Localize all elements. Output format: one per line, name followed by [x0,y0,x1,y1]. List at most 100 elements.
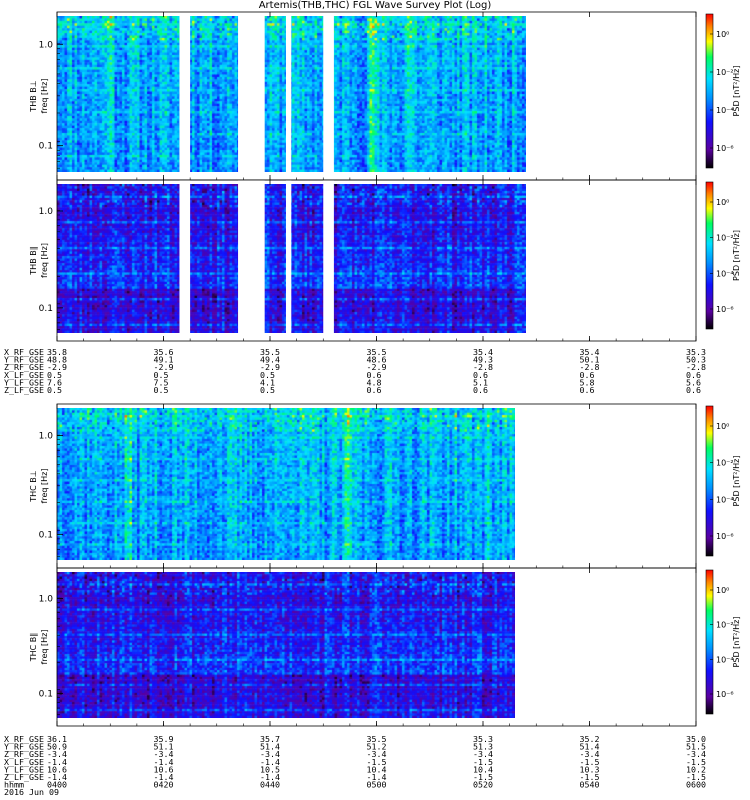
colorbar [705,569,714,715]
y-tick-label: 0.1 [39,689,53,699]
ephem-value: 0.6 [367,385,382,395]
y-axis-label: freq [Hz] [40,630,49,665]
panel-label: THB B⊥ [29,80,38,112]
colorbar-tick-label: 10⁻² [716,459,734,468]
ephem-value: 0.5 [47,385,62,395]
ephem-value: 10.6 [154,764,174,774]
ephem-value: 10.4 [473,764,493,774]
ephem-value: 0.6 [473,370,488,380]
y-tick-label: 0.1 [39,142,53,152]
ephem-value: 35.3 [686,347,706,357]
ephem-value: 0400 [47,780,67,790]
ephem-value: 0420 [154,780,174,790]
ephem-value: 35.4 [580,347,600,357]
colorbar-tick-label: 10⁻² [716,621,734,630]
ephem-value: 0440 [260,780,280,790]
spectrogram-panel-thb_perp: 1.0 0.1 THB B⊥ freq [Hz] 10⁰ 10⁻² 10⁻⁴ 10⁻⁶ PSD … [29,11,741,181]
ephem-value: 4.8 [367,377,382,387]
spectrogram-panel-thc_perp: 1.0 0.1 THC B⊥ freq [Hz] 10⁰ 10⁻² 10⁻⁴ 10⁻⁶ PSD … [29,403,741,569]
colorbar-label: PSD [nT²/Hz] [732,617,741,668]
figure-title: Artemis(THB,THC) FGL Wave Survey Plot (L… [258,0,492,11]
ephem-value: -1.5 [686,757,706,767]
colorbar-tick-label: 10⁰ [716,30,729,39]
data-gap [179,12,191,180]
ephem-value: -3.4 [473,749,493,759]
colorbar-tick-label: 10⁻² [716,68,734,77]
spectrogram-panel-thb_para: 1.0 0.1 THB B∥ freq [Hz] 10⁰ 10⁻² 10⁻⁴ 10⁻⁶ PSD … [29,179,741,342]
ephem-value: 51.5 [686,742,706,752]
ephem-value: 5.8 [580,377,595,387]
ephem-value: 0.5 [47,370,62,380]
colorbar-label: PSD [nT²/Hz] [732,66,741,117]
ephem-value: 0.5 [260,385,275,395]
heatmap-cells [57,408,515,560]
ephem-value: 5.1 [473,377,488,387]
colorbar-tick-label: 10⁻⁶ [716,690,734,699]
y-tick-label: 1.0 [39,207,54,217]
ephem-value: 49.1 [154,355,174,365]
ephem-value: 51.3 [473,742,493,752]
y-axis-label: freq [Hz] [40,79,49,114]
colorbar-tick-label: 10⁻⁶ [716,305,734,314]
ephem-value: -1.4 [47,757,67,767]
data-gap [285,180,292,341]
ephem-value: 10.4 [367,764,387,774]
ephem-value: 48.6 [367,355,387,365]
ephem-value: -2.9 [367,362,387,372]
colorbar-tick-label: 10⁻⁴ [716,269,734,278]
ephem-value: 0.6 [367,370,382,380]
ephemeris-thc: X_RF_GSEY_RF_GSEZ_RF_GSEX_LF_GSEY_LF_GSE… [4,734,706,797]
ephem-value: 51.2 [367,742,387,752]
ephem-value: -1.5 [473,772,493,782]
colorbar-tick-label: 10⁻⁶ [716,532,734,541]
ephem-value: -3.4 [367,749,387,759]
data-gap [323,180,334,341]
colorbar [705,181,714,330]
colorbar-tick-label: 10⁰ [716,422,729,431]
ephem-value: 0.5 [260,370,275,380]
y-tick-label: 0.1 [39,530,53,540]
ephem-value: -1.4 [260,772,280,782]
ephem-value: 0.6 [686,370,701,380]
colorbar [705,13,714,169]
y-tick-label: 1.0 [39,594,54,604]
ephem-value: -3.4 [580,749,600,759]
ephem-value: 35.9 [154,734,174,744]
ephem-value: -1.4 [260,757,280,767]
data-gap [238,12,265,180]
colorbar-tick-label: 10⁻⁴ [716,495,734,504]
ephem-row-label: Y_RF_GSE [4,355,44,365]
ephem-row-label: Y_LF_GSE [4,377,44,387]
ephem-value: -2.9 [154,362,174,372]
colorbar-tick-label: 10⁰ [716,586,729,595]
ephem-value: 35.0 [686,734,706,744]
colorbar-tick-label: 10⁻⁴ [716,655,734,664]
ephem-value: 10.3 [580,764,600,774]
ephem-value: 0540 [580,780,600,790]
ephem-row-label: 2016 Jun 09 [4,787,59,797]
ephem-value: 35.4 [473,347,493,357]
ephem-value: 51.4 [580,742,600,752]
panel-label: THB B∥ [29,246,38,275]
ephem-row-label: X_LF_GSE [4,757,44,767]
ephem-value: -3.4 [47,749,67,759]
ephem-value: 35.6 [154,347,174,357]
ephem-value: -2.8 [580,362,600,372]
y-tick-label: 0.1 [39,304,53,314]
ephem-value: -1.5 [580,757,600,767]
heatmap-cells [57,184,526,333]
colorbar-tick-label: 10⁻² [716,234,734,243]
ephem-value: -3.4 [154,749,174,759]
ephem-value: 0.6 [580,385,595,395]
ephem-value: 0600 [686,780,706,790]
ephem-row-label: Y_LF_GSE [4,764,44,774]
ephem-value: 0.6 [580,370,595,380]
ephem-value: 10.5 [260,764,280,774]
data-gap [285,12,292,180]
y-axis-label: freq [Hz] [40,243,49,278]
ephem-row-label: Z_LF_GSE [4,772,44,782]
ephem-value: 35.3 [473,734,493,744]
y-tick-label: 1.0 [39,40,54,50]
ephem-value: -1.5 [686,772,706,782]
